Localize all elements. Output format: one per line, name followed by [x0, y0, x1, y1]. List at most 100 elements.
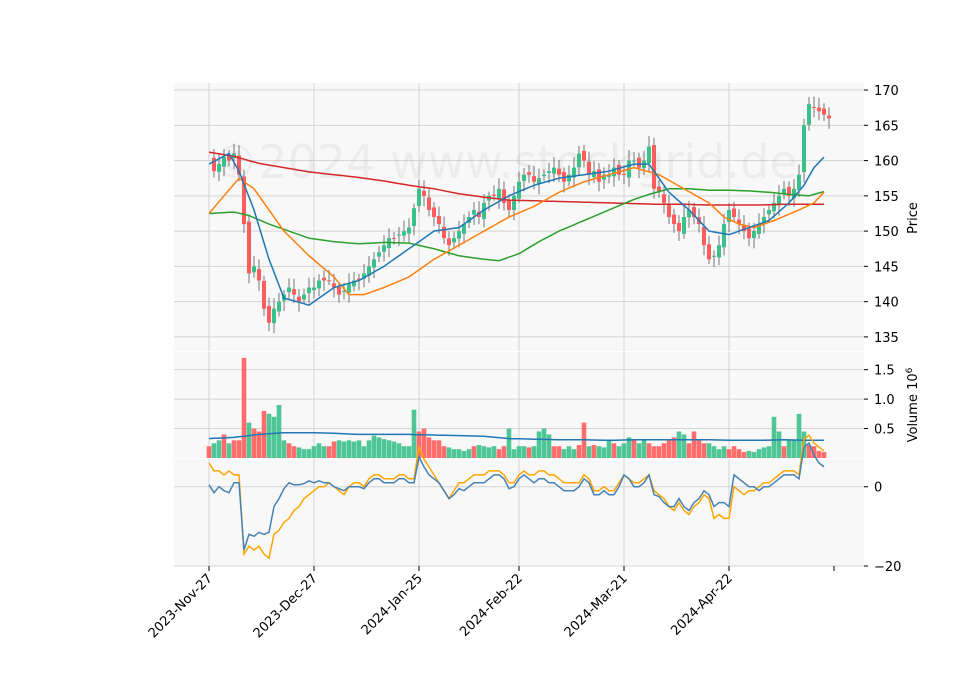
sma-mid-line: [208, 166, 825, 296]
volume-bar-down: [221, 434, 227, 458]
price-tick-label: 155: [874, 190, 899, 205]
candle-down: [432, 207, 436, 217]
candle-up: [252, 266, 256, 273]
volume-bar-down: [206, 446, 212, 458]
volume-bar-up: [296, 447, 302, 458]
candle-down: [322, 277, 326, 281]
candle-up: [317, 280, 321, 289]
volume-bar-down: [731, 446, 737, 458]
volume-bar-down: [821, 452, 827, 458]
candle-up: [612, 167, 616, 177]
candle-up: [407, 227, 411, 234]
volume-bar-up: [606, 440, 612, 458]
price-tick-label: 135: [874, 331, 899, 346]
price-tick-label: 165: [874, 119, 899, 134]
volume-bar-up: [406, 446, 412, 458]
candle-up: [307, 287, 311, 294]
volume-bar-up: [226, 443, 232, 458]
volume-bar-down: [551, 446, 557, 458]
candle-down: [737, 219, 741, 225]
volume-bar-down: [291, 446, 297, 458]
candle-down: [267, 305, 271, 323]
volume-bar-down: [611, 443, 617, 458]
candle-up: [382, 245, 386, 252]
price-tick-label: 150: [874, 225, 899, 240]
candle-up: [632, 160, 636, 162]
candle-down: [692, 207, 696, 217]
candle-up: [792, 188, 796, 199]
volume-bar-up: [361, 446, 367, 458]
volume-bar-up: [281, 440, 287, 458]
volume-bar-up: [506, 428, 512, 458]
candle-up: [497, 188, 501, 199]
candle-up: [757, 224, 761, 234]
volume-bar-down: [241, 357, 247, 458]
candle-up: [347, 284, 351, 293]
volume-bar-up: [391, 441, 397, 458]
candle-up: [767, 209, 771, 215]
volume-bar-up: [561, 449, 567, 458]
volume-bar-up: [511, 449, 517, 458]
volume-bar-up: [386, 440, 392, 458]
candle-down: [507, 200, 511, 210]
candle-up: [352, 280, 356, 287]
volume-bar-up: [306, 449, 312, 458]
candle-down: [812, 106, 816, 108]
candle-up: [542, 174, 546, 177]
candle-up: [567, 174, 571, 182]
candle-up: [577, 153, 581, 168]
candle-up: [782, 188, 786, 194]
candle-up: [647, 146, 651, 164]
candle-up: [342, 291, 346, 293]
volume-bar-up: [521, 446, 527, 458]
volume-bar-down: [576, 445, 582, 458]
candle-up: [482, 202, 486, 219]
candle-up: [712, 255, 716, 257]
candle-down: [707, 244, 711, 260]
volume-ma-line: [208, 431, 824, 442]
volume-bar-down: [501, 446, 507, 458]
candle-up: [802, 125, 806, 173]
volume-bar-down: [686, 443, 692, 458]
volume-bar-up: [341, 441, 347, 458]
candle-down: [637, 157, 641, 168]
candle-up: [807, 104, 811, 125]
candle-down: [622, 173, 626, 175]
volume-bar-up: [301, 449, 307, 458]
volume-bar-up: [596, 446, 602, 458]
candle-up: [472, 209, 476, 215]
candle-down: [742, 224, 746, 232]
candle-down: [582, 150, 586, 161]
volume-bar-up: [376, 437, 382, 458]
price-series: [208, 96, 831, 334]
candle-down: [262, 280, 266, 309]
candle-up: [287, 287, 291, 293]
candle-down: [447, 238, 451, 246]
volume-bar-up: [636, 443, 642, 458]
candle-down: [667, 204, 671, 217]
volume-bar-down: [256, 431, 262, 458]
volume-bar-down: [436, 440, 442, 458]
date-tick-label: 2023-Nov-27: [146, 571, 216, 641]
candle-up: [417, 188, 421, 207]
volume-bar-down: [656, 446, 662, 458]
volume-series: [206, 357, 827, 458]
volume-bar-up: [566, 446, 572, 458]
volume-bar-up: [346, 440, 352, 458]
volume-bar-up: [801, 431, 807, 458]
candle-down: [557, 168, 561, 175]
candle-down: [597, 169, 601, 182]
volume-bar-up: [211, 443, 217, 458]
oscillator-tick-label: −20: [874, 560, 901, 575]
candle-up: [367, 266, 371, 276]
volume-bar-down: [431, 440, 437, 458]
volume-bar-up: [531, 446, 537, 458]
candle-up: [377, 252, 381, 257]
candle-up: [572, 167, 576, 178]
volume-bar-up: [546, 434, 552, 458]
volume-bar-down: [806, 445, 812, 458]
candle-down: [427, 197, 431, 210]
candle-down: [297, 296, 301, 302]
candle-up: [362, 273, 366, 279]
candle-down: [617, 165, 621, 175]
